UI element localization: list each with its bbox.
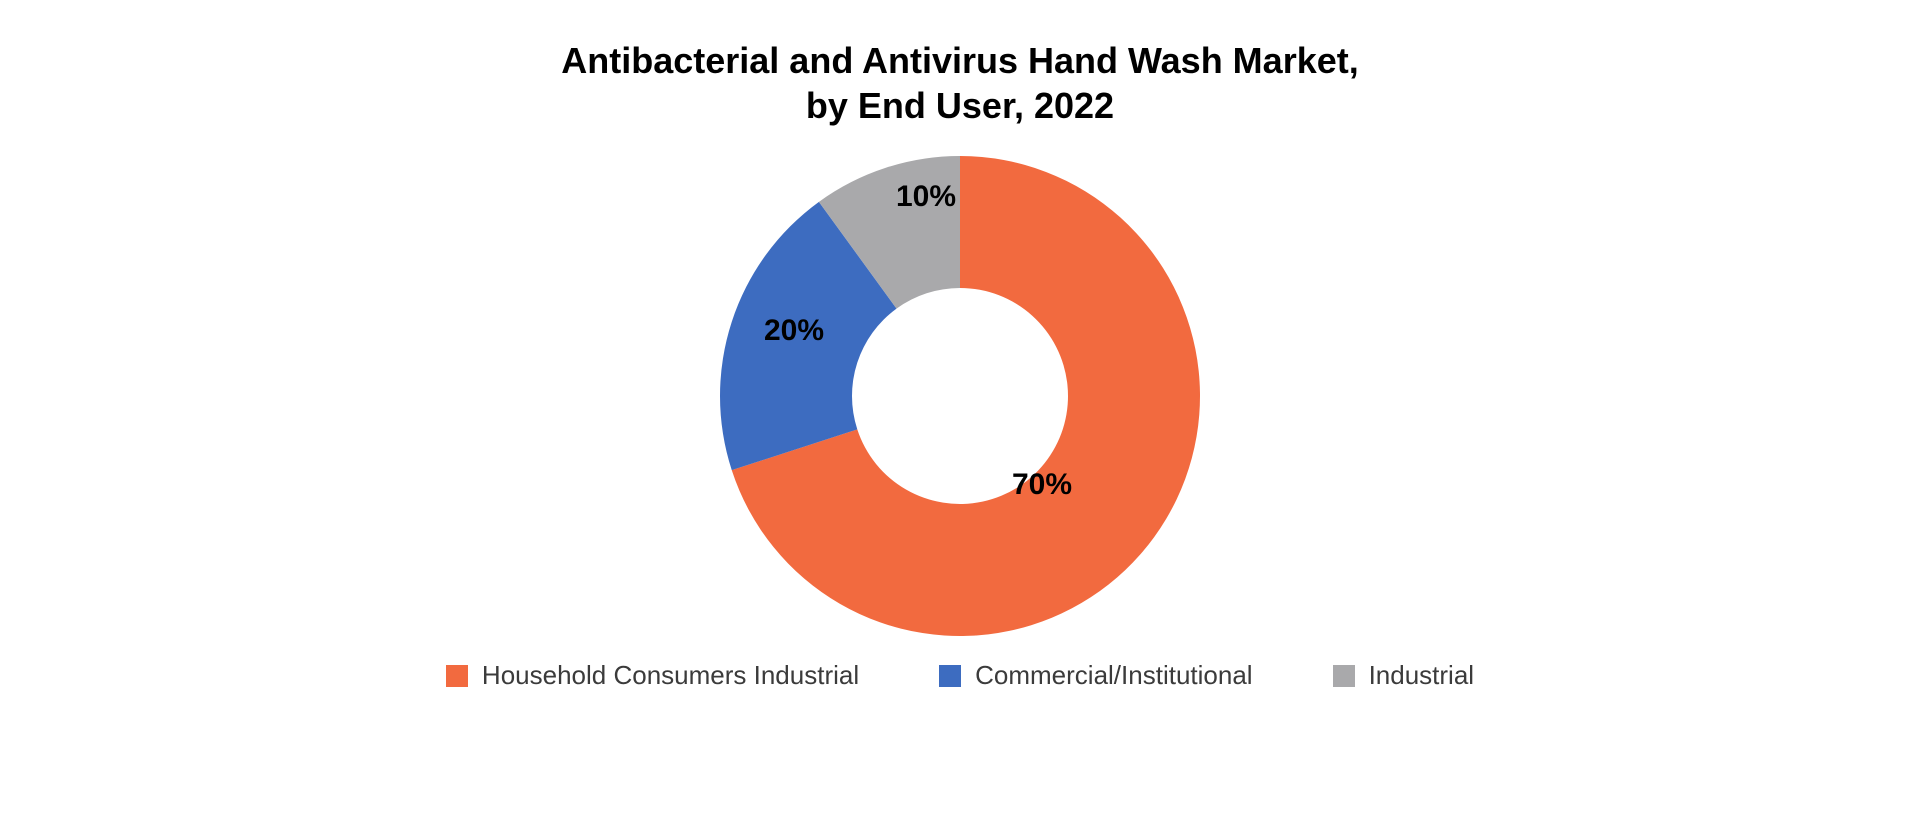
donut-data-label: 20% [764,314,824,348]
chart-legend: Household Consumers Industrial Commercial… [446,660,1474,691]
legend-swatch [446,665,468,687]
legend-item: Household Consumers Industrial [446,660,859,691]
legend-label: Commercial/Institutional [975,660,1252,691]
donut-data-label: 10% [896,180,956,214]
legend-label: Household Consumers Industrial [482,660,859,691]
chart-title-line2: by End User, 2022 [806,85,1114,126]
legend-item: Industrial [1333,660,1475,691]
legend-item: Commercial/Institutional [939,660,1252,691]
chart-page: Antibacterial and Antivirus Hand Wash Ma… [0,0,1920,818]
donut-chart: 70% 20% 10% [700,136,1220,656]
legend-swatch [1333,665,1355,687]
chart-title-line1: Antibacterial and Antivirus Hand Wash Ma… [561,40,1358,81]
donut-data-label: 70% [1012,468,1072,502]
legend-swatch [939,665,961,687]
donut-svg [700,136,1220,656]
legend-label: Industrial [1369,660,1475,691]
chart-title: Antibacterial and Antivirus Hand Wash Ma… [561,38,1358,128]
